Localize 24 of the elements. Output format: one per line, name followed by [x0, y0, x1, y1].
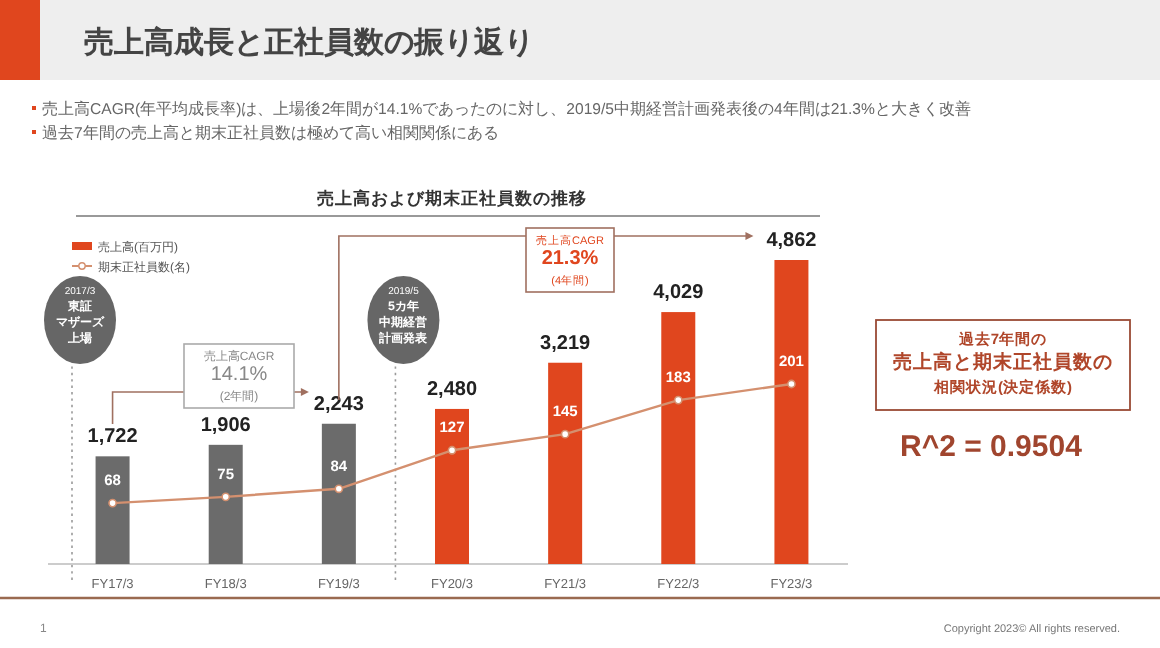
data-label: 4,029 — [653, 282, 705, 305]
bar — [661, 312, 696, 564]
data-label: 1,722 — [87, 426, 139, 449]
chart-title: 売上高成長と正社員数の振り返り — [84, 24, 534, 60]
bar — [774, 260, 809, 564]
point — [334, 484, 344, 494]
point — [560, 429, 570, 439]
point — [673, 395, 683, 405]
point — [108, 498, 117, 508]
data-label: 3,219 — [540, 332, 592, 355]
data-label: 4,862 — [766, 230, 818, 252]
point — [787, 379, 796, 389]
data-label: 2,480 — [426, 378, 478, 401]
bar — [435, 408, 469, 564]
text: R^2 = 0.9504 — [900, 430, 1084, 464]
bar — [95, 456, 130, 564]
data-label: 1,906 — [200, 414, 252, 437]
bar — [321, 423, 356, 564]
point — [221, 492, 231, 502]
data-label: 2,243 — [313, 393, 365, 416]
point — [447, 445, 457, 455]
chart-subtitle: 売上高および期末正社員数の推移 — [317, 188, 587, 208]
bar — [208, 444, 243, 564]
bar — [548, 362, 583, 564]
